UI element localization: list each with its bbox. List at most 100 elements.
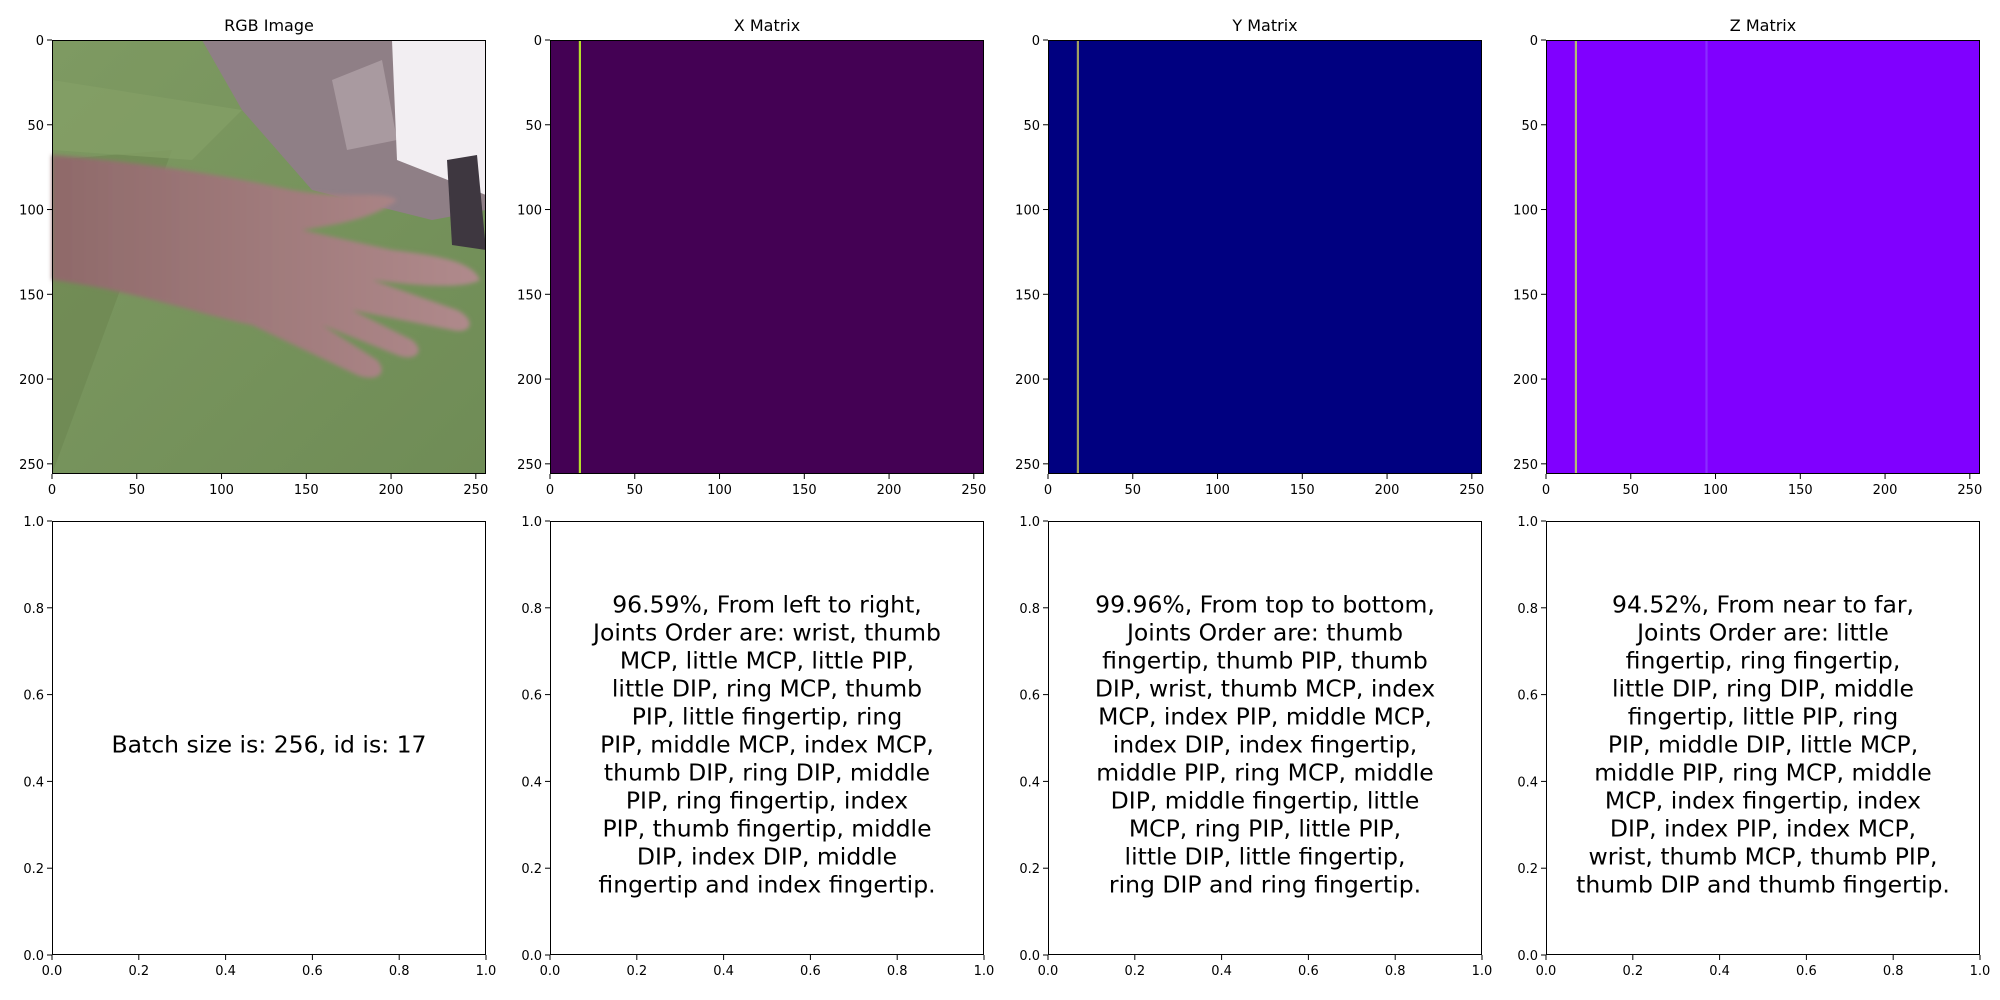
y-tick-label: 200 [1015, 373, 1040, 388]
x-tick-label: 0 [546, 483, 554, 498]
y-tick-label: 0.2 [1019, 862, 1040, 877]
y-tick-label: 0.0 [1019, 949, 1040, 964]
y-tick-label: 0.0 [23, 949, 44, 964]
annotation-line: Joints Order are: wrist, thumb [591, 619, 941, 647]
annotation-line: 94.52%, From near to far, [1612, 591, 1914, 619]
x-tick-label: 0.6 [1796, 964, 1817, 979]
plot-background [1546, 521, 1980, 955]
annotation-text: 99.96%, From top to bottom,Joints Order … [1095, 591, 1435, 899]
axes-frame [1546, 521, 1980, 955]
x-tick-label: 100 [209, 483, 234, 498]
matrix-background [1546, 40, 1980, 474]
plot-background [1048, 521, 1482, 955]
x-tick-label: 250 [463, 483, 488, 498]
highlight-column-0 [1574, 40, 1577, 474]
annotation-line: DIP, index DIP, middle [637, 843, 897, 871]
annotation-line: ring DIP and ring fingertip. [1109, 871, 1421, 899]
annotation-line: 99.96%, From top to bottom, [1095, 591, 1435, 619]
y-tick-label: 150 [517, 288, 542, 303]
y-tick-label: 0.0 [521, 949, 542, 964]
annotation-line: Joints Order are: thumb [1125, 619, 1403, 647]
subplot-title: Y Matrix [1231, 16, 1297, 35]
plot-background [550, 521, 984, 955]
highlight-column-0 [1076, 40, 1079, 474]
x-tick-label: 0.2 [626, 964, 647, 979]
annotation-text: 94.52%, From near to far,Joints Order ar… [1576, 591, 1950, 899]
y-tick-label: 250 [1513, 458, 1538, 473]
highlight-column-0 [578, 40, 581, 474]
y-tick-label: 150 [1015, 288, 1040, 303]
y-tick-label: 0.4 [1517, 775, 1538, 790]
y-tick-label: 0.6 [1517, 689, 1538, 704]
y-tick-label: 0.6 [521, 689, 542, 704]
annotation-line: PIP, middle DIP, little MCP, [1608, 731, 1918, 759]
subplot-title: RGB Image [224, 16, 314, 35]
x-tick-label: 100 [1205, 483, 1230, 498]
annotation-text: Batch size is: 256, id is: 17 [112, 731, 427, 759]
y-tick-label: 0.0 [1517, 949, 1538, 964]
hand-shape [52, 155, 480, 378]
x-tick-label: 150 [792, 483, 817, 498]
x-tick-label: 250 [961, 483, 986, 498]
x-tick-label: 1.0 [974, 964, 995, 979]
y-tick-label: 0.4 [521, 775, 542, 790]
annotation-line: fingertip, thumb PIP, thumb [1102, 647, 1428, 675]
subplot-3: Y Matrix 0 50 100 150 200 250 0 50 100 150 200 250 [1015, 16, 1484, 498]
axes-frame [1048, 40, 1482, 474]
photo-box [332, 60, 397, 150]
y-tick-label: 0 [534, 34, 542, 49]
x-tick-label: 0.8 [1883, 964, 1904, 979]
x-tick-label: 100 [707, 483, 732, 498]
axes-frame [550, 40, 984, 474]
annotation-line: Joints Order are: little [1635, 619, 1889, 647]
annotation-line: little DIP, ring DIP, middle [1612, 675, 1914, 703]
x-tick-label: 0.4 [215, 964, 236, 979]
y-tick-label: 100 [1513, 204, 1538, 219]
x-tick-label: 200 [877, 483, 902, 498]
y-tick-label: 250 [1015, 458, 1040, 473]
matrix-background [1048, 40, 1482, 474]
y-tick-label: 0.8 [23, 602, 44, 617]
annotation-line: DIP, wrist, thumb MCP, index [1095, 675, 1435, 703]
y-tick-label: 0.8 [1019, 602, 1040, 617]
x-tick-label: 50 [1622, 483, 1639, 498]
x-tick-label: 100 [1703, 483, 1728, 498]
annotation-line: index DIP, index fingertip, [1113, 731, 1418, 759]
y-tick-label: 200 [19, 373, 44, 388]
y-tick-label: 1.0 [23, 515, 44, 530]
y-tick-label: 0 [36, 34, 44, 49]
x-tick-label: 150 [1290, 483, 1315, 498]
x-tick-label: 0 [1044, 483, 1052, 498]
x-tick-label: 0.4 [1709, 964, 1730, 979]
annotation-line: MCP, index PIP, middle MCP, [1098, 703, 1432, 731]
annotation-line: MCP, index fingertip, index [1605, 787, 1921, 815]
y-tick-label: 150 [19, 288, 44, 303]
annotation-line: PIP, little fingertip, ring [632, 703, 903, 731]
y-tick-label: 0.2 [23, 862, 44, 877]
x-tick-label: 0.6 [800, 964, 821, 979]
y-tick-label: 1.0 [1019, 515, 1040, 530]
annotation-line: MCP, ring PIP, little PIP, [1129, 815, 1401, 843]
photo-light-patch [52, 80, 242, 160]
y-tick-label: 0.6 [23, 689, 44, 704]
x-tick-label: 0.8 [887, 964, 908, 979]
y-tick-label: 200 [517, 373, 542, 388]
y-tick-label: 100 [1015, 204, 1040, 219]
y-tick-label: 0.4 [1019, 775, 1040, 790]
y-tick-label: 250 [517, 458, 542, 473]
subplot-4: Z Matrix 0 50 100 150 200 250 0 50 100 150 200 250 [1513, 16, 1982, 498]
y-tick-label: 0.2 [521, 862, 542, 877]
highlight-column-1 [1705, 40, 1708, 474]
annotation-line: PIP, ring fingertip, index [626, 787, 908, 815]
annotation-line: middle PIP, ring MCP, middle [1594, 759, 1931, 787]
annotation-line: 96.59%, From left to right, [612, 591, 922, 619]
annotation-line: DIP, index PIP, index MCP, [1610, 815, 1916, 843]
x-tick-label: 0.6 [302, 964, 323, 979]
y-tick-label: 50 [1521, 119, 1538, 134]
x-tick-label: 0.4 [1211, 964, 1232, 979]
x-tick-label: 50 [128, 483, 145, 498]
x-tick-label: 250 [1459, 483, 1484, 498]
y-tick-label: 100 [517, 204, 542, 219]
x-tick-label: 0.0 [540, 964, 561, 979]
